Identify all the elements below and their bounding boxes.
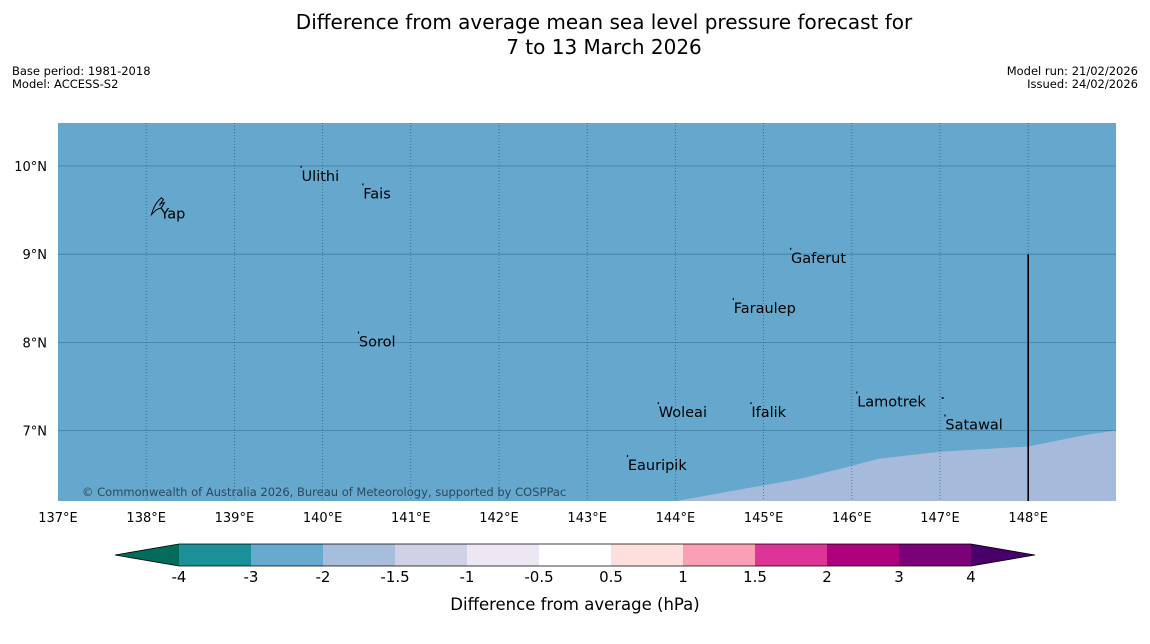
place-label: Sorol xyxy=(359,335,396,351)
place-label: Ifalik xyxy=(751,405,786,421)
colorbar-tick-label: 1 xyxy=(678,568,688,586)
place-marker xyxy=(750,402,752,405)
meta-right: Model run: 21/02/2026 Issued: 24/02/2026 xyxy=(1007,65,1138,91)
issued-date: Issued: 24/02/2026 xyxy=(1027,77,1138,91)
colorbar-tick-label: 4 xyxy=(966,568,976,586)
place-marker xyxy=(856,391,858,394)
colorbar-outline xyxy=(114,543,1036,567)
lon-tick-label: 147°E xyxy=(920,511,960,526)
lat-tick-label: 8°N xyxy=(23,336,48,351)
islet-dot xyxy=(941,397,944,399)
colorbar-tick-label: -0.5 xyxy=(524,568,553,586)
title-line-2: 7 to 13 March 2026 xyxy=(506,35,702,59)
colorbar-tick-label: -1 xyxy=(460,568,475,586)
colorbar-segment xyxy=(323,544,395,566)
model-name: Model: ACCESS-S2 xyxy=(12,77,119,91)
colorbar-segment xyxy=(611,544,683,566)
place-marker xyxy=(357,331,360,334)
meta-left: Base period: 1981-2018 Model: ACCESS-S2 xyxy=(12,65,151,91)
colorbar-segment xyxy=(467,544,539,566)
colorbar-extend-low xyxy=(115,544,179,566)
place-label: Ulithi xyxy=(302,169,340,185)
colorbar-segment xyxy=(395,544,467,566)
base-period: Base period: 1981-2018 xyxy=(12,64,151,78)
colorbar-segment xyxy=(827,544,899,566)
lon-tick-label: 140°E xyxy=(303,511,343,526)
lon-tick-label: 139°E xyxy=(215,511,255,526)
place-label: Woleai xyxy=(659,405,707,421)
lon-tick-label: 148°E xyxy=(1008,511,1048,526)
map-area: Ulithi Fais Yap Gaferut Faraulep Sorol Lamotre… xyxy=(58,123,1116,501)
place-label: Fais xyxy=(363,186,390,202)
colorbar: -4 -3 -2 -1.5 -1 -0.5 0.5 1 1.5 2 3 4 Difference fro… xyxy=(114,543,1036,614)
place-label: Gaferut xyxy=(791,251,846,267)
lon-tick-label: 145°E xyxy=(744,511,784,526)
lower-anomaly-zone xyxy=(676,430,1116,501)
lon-tick-label: 146°E xyxy=(832,511,872,526)
colorbar-segment xyxy=(251,544,323,566)
colorbar-tick-label: -2 xyxy=(316,568,331,586)
lon-tick-label: 141°E xyxy=(391,511,431,526)
place-marker xyxy=(732,298,734,301)
map-layer: Ulithi Fais Yap Gaferut Faraulep Sorol Lamotre… xyxy=(14,123,1116,526)
colorbar-tick-label: -1.5 xyxy=(380,568,409,586)
lon-tick-label: 143°E xyxy=(567,511,607,526)
yap-island-outline xyxy=(150,196,166,217)
colorbar-segment xyxy=(179,544,251,566)
place-marker xyxy=(626,455,629,458)
colorbar-tick-label: 0.5 xyxy=(599,568,623,586)
model-run: Model run: 21/02/2026 xyxy=(1006,64,1138,78)
colorbar-tick-label: -3 xyxy=(244,568,259,586)
copyright-text: © Commonwealth of Australia 2026, Bureau… xyxy=(82,485,566,499)
colorbar-segment xyxy=(755,544,827,566)
place-label: Faraulep xyxy=(734,301,796,317)
place-marker xyxy=(790,247,792,250)
colorbar-label: Difference from average (hPa) xyxy=(450,595,699,614)
colorbar-tick-label: 1.5 xyxy=(743,568,767,586)
chart-title: Difference from average mean sea level p… xyxy=(0,10,1150,60)
colorbar-tick-label: 3 xyxy=(894,568,904,586)
lon-tick-label: 137°E xyxy=(38,511,78,526)
lat-tick-label: 10°N xyxy=(14,160,47,175)
colorbar-segment xyxy=(683,544,755,566)
colorbar-tick-label: 2 xyxy=(822,568,832,586)
place-marker xyxy=(362,183,364,186)
place-label: Lamotrek xyxy=(857,395,926,411)
lat-tick-label: 7°N xyxy=(23,425,48,440)
title-line-1: Difference from average mean sea level p… xyxy=(295,10,913,34)
place-marker xyxy=(300,165,302,168)
lat-tick-label: 9°N xyxy=(23,248,48,263)
place-marker xyxy=(944,414,946,417)
place-marker xyxy=(657,402,659,405)
lon-tick-label: 144°E xyxy=(656,511,696,526)
place-label: Satawal xyxy=(945,417,1002,433)
lon-tick-label: 138°E xyxy=(126,511,166,526)
colorbar-segment xyxy=(899,544,971,566)
colorbar-tick-label: -4 xyxy=(172,568,187,586)
place-label: Yap xyxy=(159,207,185,223)
place-label: Eauripik xyxy=(628,458,687,474)
lon-tick-label: 142°E xyxy=(479,511,519,526)
colorbar-segment xyxy=(539,544,611,566)
place-marker xyxy=(159,203,161,206)
colorbar-extend-high xyxy=(971,544,1035,566)
